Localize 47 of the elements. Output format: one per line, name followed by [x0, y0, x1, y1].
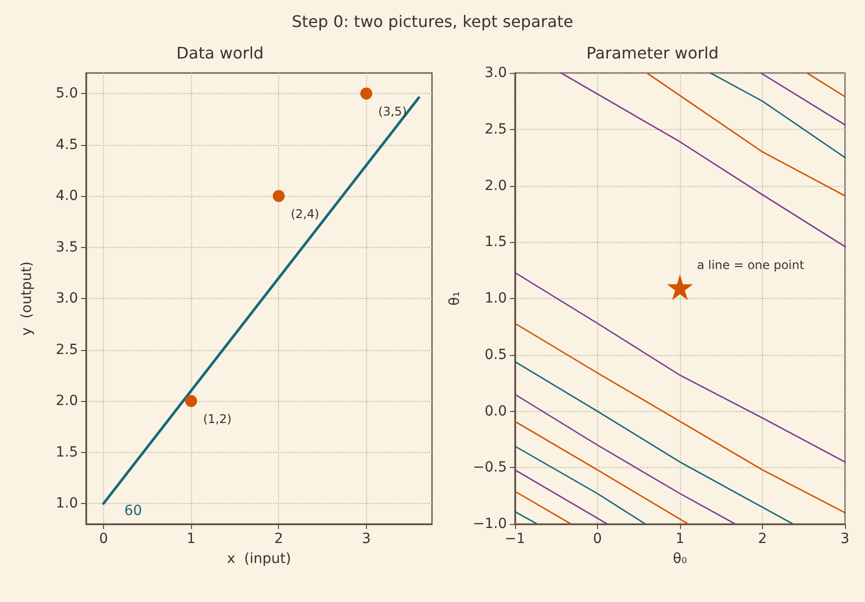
- y-tick-label: 2.5: [484, 121, 507, 138]
- line-series: [514, 272, 846, 463]
- y-tick-label: −0.5: [472, 460, 507, 476]
- x-tick-label: 3: [840, 531, 850, 547]
- line-series: [514, 360, 794, 525]
- x-tick-label: 2: [274, 531, 284, 547]
- line-series: [560, 72, 846, 248]
- y-tick-label: 2.0: [484, 178, 507, 194]
- annotation: (2,4): [290, 207, 320, 221]
- y-axis-title: y (output): [19, 261, 35, 336]
- x-tick-label: 0: [592, 531, 602, 547]
- annotation: a line = one point: [696, 258, 804, 272]
- y-tick-label: 1.5: [484, 234, 507, 250]
- y-tick-label: −1.0: [472, 516, 507, 532]
- point: [360, 88, 372, 100]
- y-tick-label: 1.5: [56, 444, 78, 460]
- x-axis-title: x (input): [226, 551, 292, 567]
- x-tick-label: 3: [362, 531, 371, 547]
- y-tick-label: 4.0: [56, 188, 78, 204]
- x-tick-label: −1: [504, 531, 526, 547]
- x-tick-label: 2: [758, 531, 767, 547]
- x-tick-label: 1: [186, 531, 196, 547]
- x-axis-title: θ₀: [672, 551, 688, 567]
- x-tick-label: 1: [675, 531, 684, 547]
- y-tick-label: 0.5: [484, 346, 507, 363]
- line-series: [514, 394, 736, 525]
- y-tick-label: 3.0: [484, 65, 507, 81]
- chart-title: Parameter world: [586, 44, 719, 62]
- y-tick-label: 3.0: [56, 290, 78, 306]
- line-series: [514, 322, 846, 514]
- y-tick-label: 2.5: [56, 342, 78, 358]
- annotation: (3,5): [378, 104, 407, 118]
- y-tick-label: 5.0: [56, 86, 78, 102]
- x-tick-label: 0: [99, 531, 108, 547]
- y-axis-title: θ₁: [447, 291, 463, 306]
- annotation: (1,2): [203, 412, 232, 426]
- point: [272, 190, 285, 202]
- y-tick-label: 2.0: [56, 393, 78, 409]
- y-tick-label: 0.0: [484, 403, 507, 420]
- chart-title: Data world: [176, 44, 264, 62]
- y-tick-label: 1.0: [56, 496, 78, 512]
- text: Step 0: two pictures, kept separate: [290, 12, 574, 31]
- y-tick-label: 4.5: [56, 136, 78, 153]
- y-tick-label: 1.0: [484, 290, 507, 306]
- point: [185, 395, 198, 407]
- annotation: 60: [124, 503, 142, 520]
- y-tick-label: 3.5: [56, 239, 78, 256]
